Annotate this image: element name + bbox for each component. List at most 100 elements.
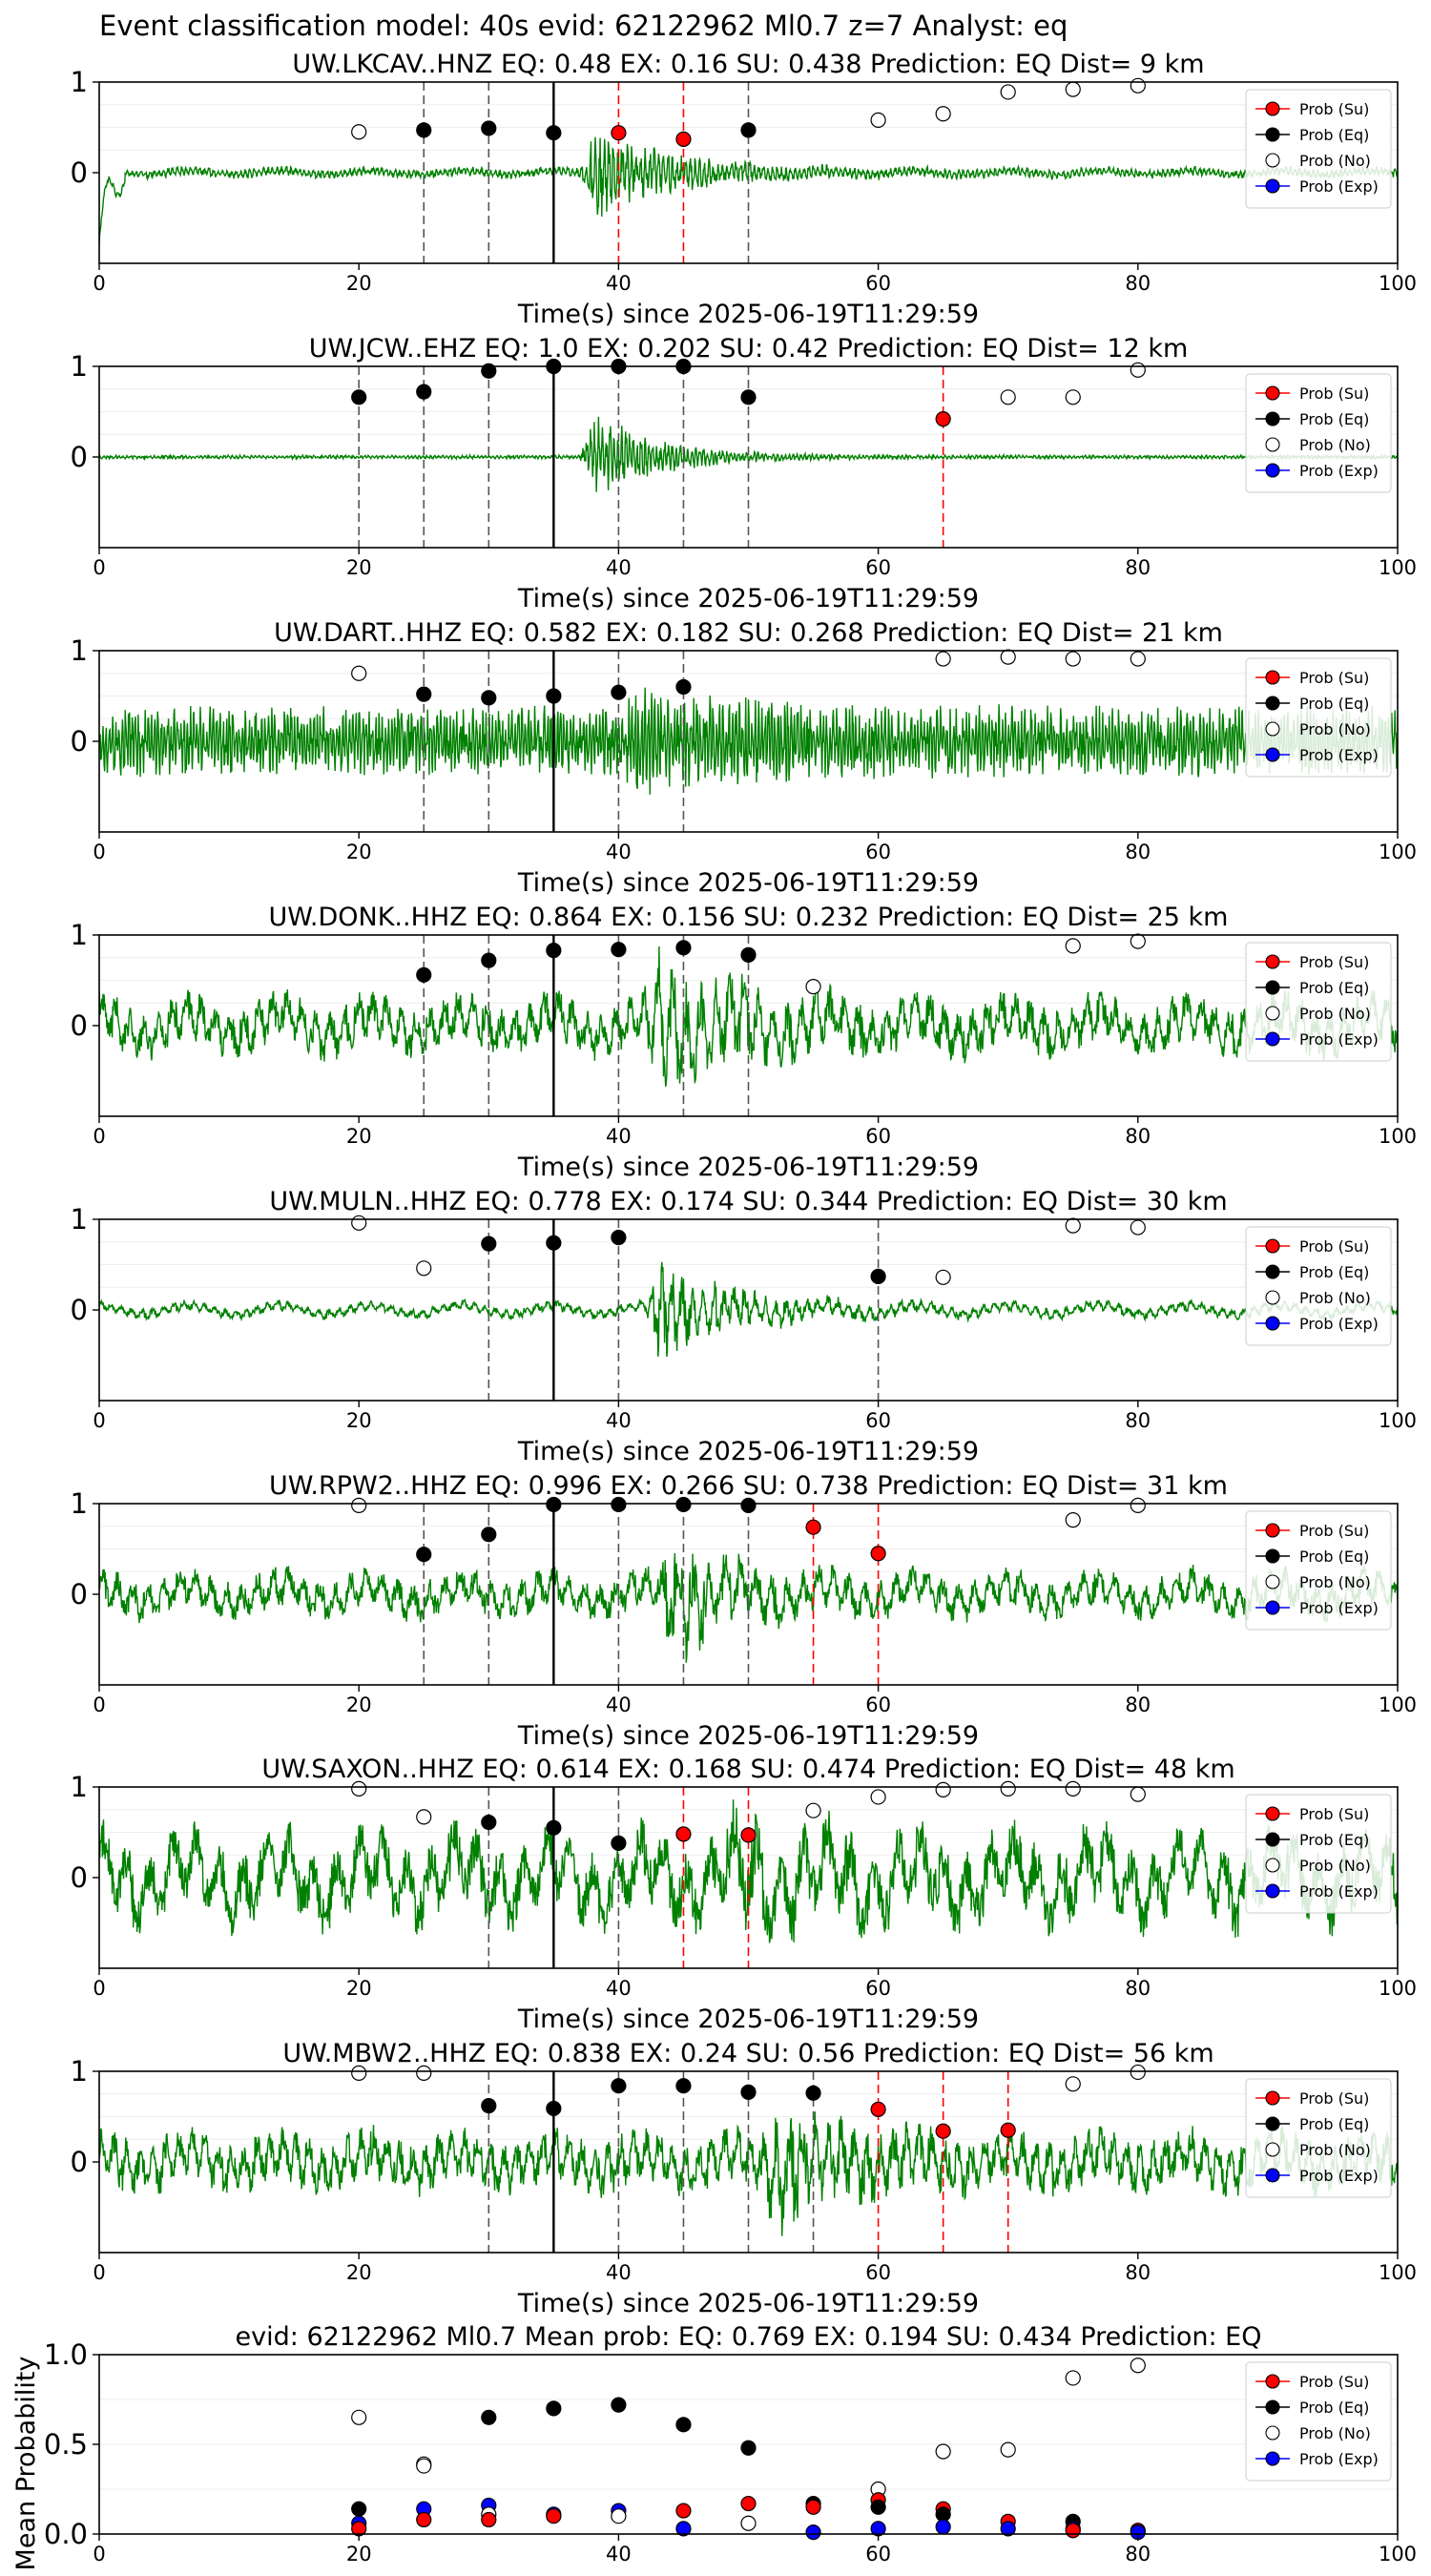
x-tick-label: 20 — [346, 1409, 372, 1432]
probability-points — [351, 77, 1146, 147]
point-prob-no — [351, 2065, 367, 2081]
legend-marker-no — [1265, 1574, 1280, 1589]
point-prob-eq — [740, 2084, 757, 2100]
point-prob-su — [675, 1826, 692, 1842]
panel-title: UW.SAXON..HHZ EQ: 0.614 EX: 0.168 SU: 0.… — [261, 1755, 1234, 1784]
point-prob-no — [870, 112, 886, 129]
legend-box — [1245, 942, 1392, 1062]
point-prob-eq — [546, 943, 562, 959]
x-tick-label: 40 — [606, 1125, 632, 1148]
point-prob-eq — [351, 2501, 367, 2517]
x-tick-label: 60 — [865, 1693, 891, 1716]
y-tick-label: 0 — [71, 2146, 88, 2178]
point-prob-eq — [675, 940, 692, 956]
x-axis-label: Time(s) since 2025-06-19T11:29:59 — [517, 1153, 979, 1182]
y-tick-label: 0 — [71, 1578, 88, 1610]
x-tick-label: 100 — [1379, 2543, 1417, 2566]
legend-marker-su — [1265, 954, 1280, 969]
legend-label-no: Prob (No) — [1299, 2141, 1371, 2159]
legend-label-su: Prob (Su) — [1299, 2089, 1369, 2108]
x-axis-label: Time(s) since 2025-06-19T11:29:59 — [517, 1721, 979, 1751]
legend-label-no: Prob (No) — [1299, 720, 1371, 738]
legend-label-su: Prob (Su) — [1299, 1522, 1369, 1540]
x-tick-label: 0 — [93, 272, 105, 295]
x-tick-label: 80 — [1125, 2261, 1151, 2284]
legend-label-no: Prob (No) — [1299, 1857, 1371, 1875]
point-prob-no — [935, 2443, 951, 2460]
point-prob-no — [935, 1781, 951, 1797]
point-prob-eq — [416, 384, 432, 400]
point-prob-no — [805, 1802, 821, 1818]
point-prob-exp — [935, 2519, 951, 2535]
point-prob-no — [416, 2458, 432, 2474]
point-prob-su — [1000, 2122, 1016, 2138]
point-prob-eq — [740, 1497, 757, 1514]
point-prob-eq — [546, 2400, 562, 2417]
legend-box — [1245, 2361, 1392, 2482]
point-prob-eq — [481, 1236, 497, 1252]
legend-label-su: Prob (Su) — [1299, 2373, 1369, 2391]
point-prob-no — [1065, 1780, 1081, 1797]
legend-label-eq: Prob (Eq) — [1299, 410, 1369, 428]
y-tick-label: 0 — [71, 1009, 88, 1042]
x-axis-label: Time(s) since 2025-06-19T11:29:59 — [517, 1437, 979, 1466]
point-prob-exp — [1000, 2521, 1016, 2537]
x-tick-label: 100 — [1379, 1125, 1417, 1148]
x-tick-label: 80 — [1125, 1125, 1151, 1148]
x-tick-label: 60 — [865, 2261, 891, 2284]
legend-label-exp: Prob (Exp) — [1299, 1030, 1379, 1049]
point-prob-exp — [805, 2524, 821, 2541]
point-prob-eq — [546, 688, 562, 704]
x-tick-label: 0 — [93, 1125, 105, 1148]
legend-label-exp: Prob (Exp) — [1299, 2167, 1379, 2185]
point-prob-eq — [416, 686, 432, 702]
legend-marker-exp — [1265, 2168, 1280, 2183]
legend-label-su: Prob (Su) — [1299, 1805, 1369, 1823]
point-prob-no — [416, 2065, 432, 2081]
probability-points — [351, 358, 1146, 427]
point-prob-no — [416, 1809, 432, 1825]
point-prob-su — [546, 2508, 562, 2524]
point-prob-no — [1130, 1497, 1146, 1514]
point-prob-eq — [675, 678, 692, 696]
x-tick-label: 40 — [606, 841, 632, 863]
point-prob-eq — [481, 2098, 497, 2114]
point-prob-eq — [740, 122, 757, 138]
legend-marker-no — [1265, 437, 1280, 452]
legend: Prob (Su) Prob (Eq) Prob (No) Prob (Exp) — [1245, 89, 1392, 209]
legend-box — [1245, 1510, 1392, 1631]
x-tick-label: 0 — [93, 2261, 105, 2284]
x-axis-label: Time(s) since 2025-06-19T11:29:59 — [517, 300, 979, 329]
point-prob-eq — [416, 122, 432, 138]
legend-marker-no — [1265, 2425, 1280, 2441]
x-tick-label: 40 — [606, 1977, 632, 2000]
legend-marker-exp — [1265, 1031, 1280, 1047]
legend-marker-exp — [1265, 463, 1280, 478]
point-prob-no — [870, 1789, 886, 1805]
point-prob-eq — [546, 125, 562, 141]
point-prob-eq — [481, 690, 497, 706]
chart-panel-5: UW.MULN..HHZ EQ: 0.778 EX: 0.174 SU: 0.3… — [71, 1187, 1418, 1466]
y-tick-label: 1 — [71, 350, 88, 383]
x-tick-label: 20 — [346, 2543, 372, 2566]
legend: Prob (Su) Prob (Eq) Prob (No) Prob (Exp) — [1245, 2361, 1392, 2482]
point-prob-eq — [740, 2440, 757, 2456]
suptitle: Event classification model: 40s evid: 62… — [99, 10, 1068, 42]
y-tick-label: 0 — [71, 1861, 88, 1894]
y-tick-label: 1 — [71, 919, 88, 951]
x-tick-label: 60 — [865, 1125, 891, 1148]
legend-label-no: Prob (No) — [1299, 2424, 1371, 2442]
probability-points — [351, 649, 1146, 706]
point-prob-eq — [546, 2100, 562, 2117]
legend-label-eq: Prob (Eq) — [1299, 1831, 1369, 1849]
legend: Prob (Su) Prob (Eq) Prob (No) Prob (Exp) — [1245, 942, 1392, 1062]
chart-panel-3: UW.DART..HHZ EQ: 0.582 EX: 0.182 SU: 0.2… — [71, 618, 1418, 898]
legend-label-exp: Prob (Exp) — [1299, 1599, 1379, 1617]
legend-label-exp: Prob (Exp) — [1299, 1315, 1379, 1333]
point-prob-eq — [740, 946, 757, 964]
panel-title: UW.DONK..HHZ EQ: 0.864 EX: 0.156 SU: 0.2… — [269, 903, 1229, 932]
x-tick-label: 20 — [346, 556, 372, 579]
plot-area — [99, 1504, 1398, 1685]
legend: Prob (Su) Prob (Eq) Prob (No) Prob (Exp) — [1245, 1510, 1392, 1631]
chart-panel-7: UW.SAXON..HHZ EQ: 0.614 EX: 0.168 SU: 0.… — [71, 1755, 1418, 2034]
